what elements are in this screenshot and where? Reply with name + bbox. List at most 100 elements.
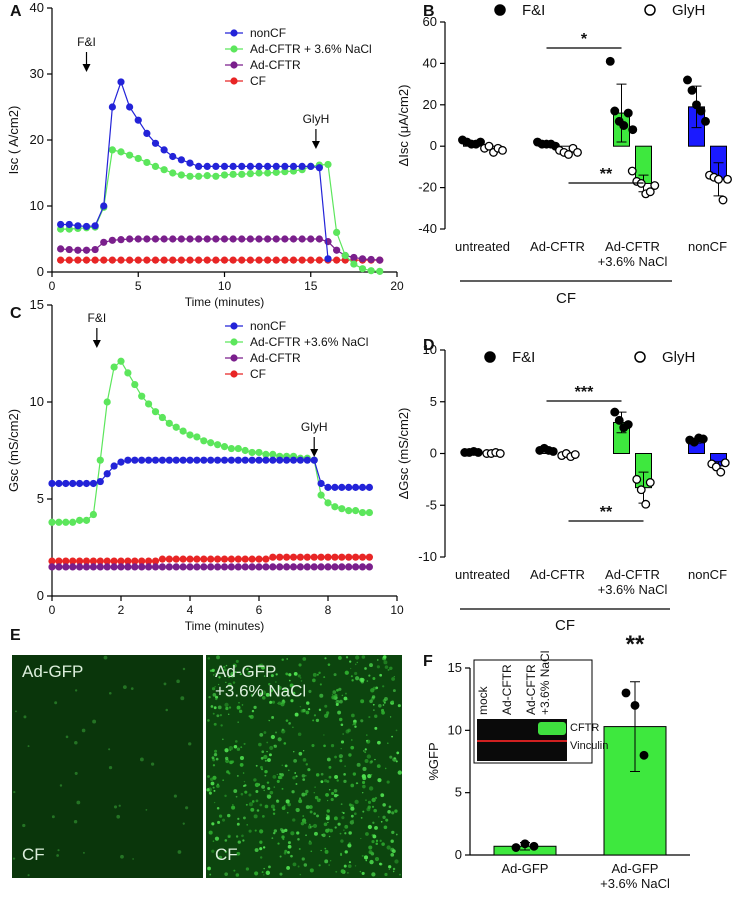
speckle <box>276 773 278 776</box>
data-point <box>272 256 280 264</box>
data-point <box>143 235 151 243</box>
data-point <box>498 145 507 155</box>
data-point <box>255 235 263 243</box>
data-point <box>172 555 180 563</box>
data-point <box>91 245 99 254</box>
data-point <box>229 162 237 170</box>
speckle-layer <box>12 655 402 877</box>
speckle <box>262 696 266 700</box>
data-point <box>145 563 153 571</box>
data-point <box>248 456 256 464</box>
data-point <box>338 483 346 491</box>
speckle <box>272 831 276 835</box>
data-point <box>186 563 194 571</box>
data-point <box>281 235 289 243</box>
speckle <box>235 659 239 663</box>
data-point <box>623 108 633 118</box>
legend-label: Ad-CFTR + 3.6% NaCl <box>250 42 372 56</box>
speckle <box>287 841 291 845</box>
speckle <box>397 704 401 708</box>
speckle <box>268 683 271 686</box>
speckle <box>375 842 379 846</box>
speckle <box>374 856 380 862</box>
speckle <box>307 824 312 829</box>
speckle <box>340 723 344 727</box>
speckle <box>222 818 226 822</box>
speckle <box>390 839 394 843</box>
legend-marker <box>484 351 496 363</box>
series-line <box>60 238 380 261</box>
arrow-head <box>310 449 319 457</box>
data-point <box>117 357 125 365</box>
legend-marker <box>494 4 506 16</box>
data-point <box>48 518 56 526</box>
data-point <box>714 174 723 184</box>
speckle <box>265 692 270 697</box>
speckle <box>392 867 396 871</box>
speckle <box>361 792 364 794</box>
speckle <box>367 824 372 830</box>
speckle <box>235 835 239 838</box>
data-point <box>82 256 91 264</box>
data-point <box>621 688 631 698</box>
speckle <box>277 842 280 845</box>
y-tick-label: 0 <box>37 588 44 603</box>
legend-marker <box>230 370 238 378</box>
speckle <box>335 699 340 705</box>
speckle <box>243 816 246 820</box>
data-point <box>207 555 215 563</box>
data-point <box>632 474 642 484</box>
speckle <box>391 830 395 835</box>
speckle <box>301 818 307 823</box>
data-point <box>110 557 118 565</box>
y-tick-label: -40 <box>418 221 437 236</box>
speckle <box>360 719 364 723</box>
data-point <box>636 485 646 495</box>
speckle <box>241 704 244 706</box>
speckle <box>285 694 288 696</box>
data-point <box>296 563 304 571</box>
y-tick-label: 60 <box>423 14 437 29</box>
data-point <box>645 187 655 197</box>
speckle <box>368 845 373 850</box>
speckle <box>259 829 264 834</box>
data-point <box>338 563 346 571</box>
speckle <box>270 804 275 809</box>
speckle <box>259 856 263 859</box>
data-point <box>212 162 220 170</box>
speckle <box>222 779 225 782</box>
speckle <box>224 872 229 877</box>
band-label: Vinculin <box>570 740 608 752</box>
speckle <box>224 850 227 853</box>
data-point <box>65 220 73 229</box>
speckle <box>332 690 337 694</box>
speckle <box>213 752 218 757</box>
speckle <box>284 764 288 768</box>
speckle <box>262 846 266 849</box>
y-axis-label: %GFP <box>426 742 441 780</box>
speckle <box>350 667 352 670</box>
speckle <box>219 713 223 717</box>
speckle <box>228 713 230 715</box>
speckle <box>54 701 58 705</box>
data-point <box>169 256 177 264</box>
data-point <box>696 106 706 116</box>
legend-marker <box>230 45 238 53</box>
data-point <box>331 483 339 491</box>
speckle <box>22 823 26 828</box>
data-point <box>134 235 142 243</box>
data-point <box>179 427 187 435</box>
data-point <box>74 256 82 264</box>
data-point <box>160 256 168 264</box>
speckle <box>334 755 337 759</box>
data-point <box>82 246 91 254</box>
data-point <box>126 256 134 264</box>
speckle <box>350 783 355 788</box>
data-point <box>91 222 99 230</box>
speckle <box>216 783 219 786</box>
speckle <box>378 703 382 708</box>
data-point <box>48 557 56 565</box>
speckle <box>265 870 271 876</box>
legend-marker <box>230 354 238 362</box>
speckle <box>263 874 265 876</box>
